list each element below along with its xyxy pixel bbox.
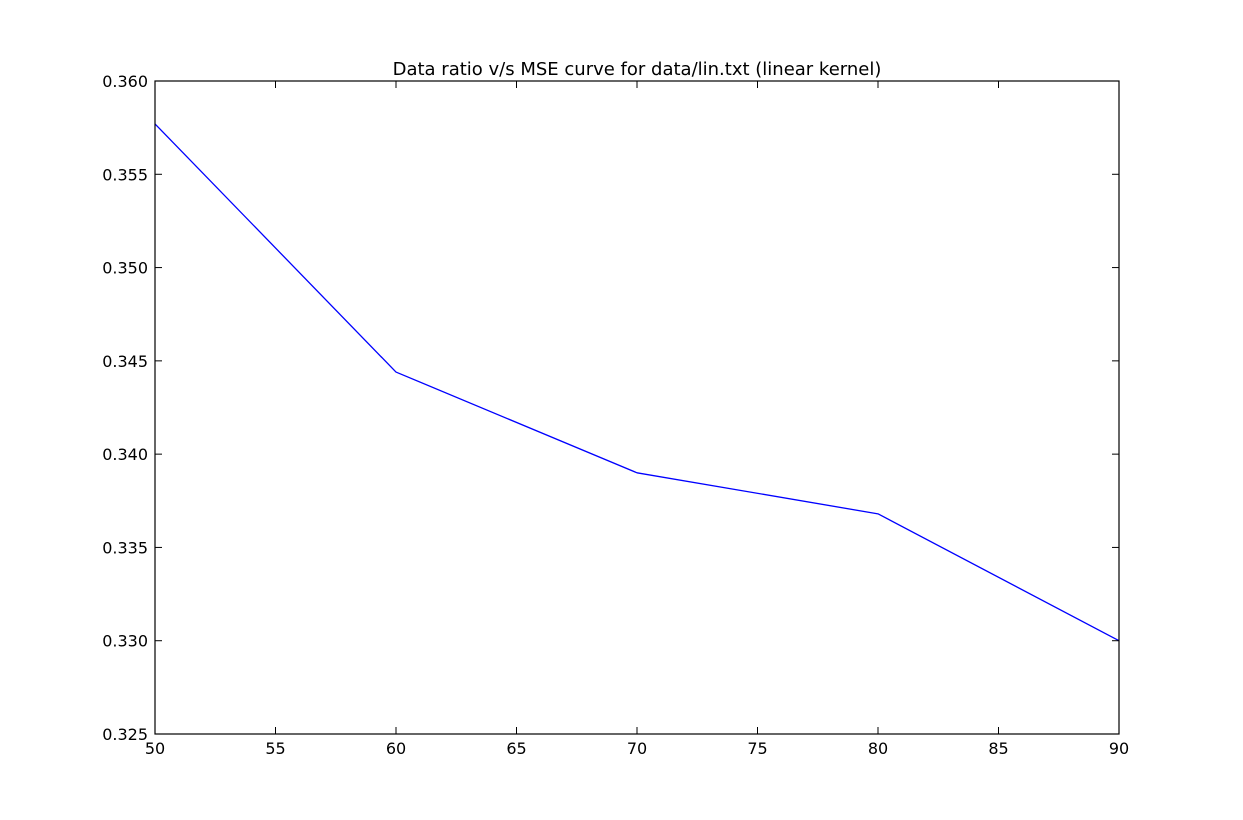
ticks-layer <box>154 80 1120 735</box>
plot-frame <box>154 80 1120 735</box>
x-tick-label: 50 <box>145 739 165 758</box>
y-tick-labels: 0.325 0.330 0.335 0.340 0.345 0.350 0.355 0.360 <box>102 72 148 744</box>
y-tick-label: 0.325 <box>102 725 148 744</box>
x-tick-label: 85 <box>988 739 1008 758</box>
y-tick-label: 0.330 <box>102 632 148 651</box>
y-tick-label: 0.360 <box>102 72 148 91</box>
y-tick-label: 0.350 <box>102 259 148 278</box>
x-tick-label: 75 <box>747 739 767 758</box>
y-tick-label: 0.355 <box>102 165 148 184</box>
y-tick-label: 0.345 <box>102 352 148 371</box>
x-tick-label: 55 <box>265 739 285 758</box>
series-line-0 <box>154 123 1120 642</box>
chart-title: Data ratio v/s MSE curve for data/lin.tx… <box>393 59 882 80</box>
x-tick-label: 80 <box>868 739 888 758</box>
x-tick-labels: 50 55 60 65 70 75 80 85 90 <box>145 739 1129 758</box>
y-tick-label: 0.340 <box>102 445 148 464</box>
x-tick-label: 90 <box>1109 739 1129 758</box>
y-tick-label: 0.335 <box>102 538 148 557</box>
x-tick-label: 65 <box>506 739 526 758</box>
series-layer <box>154 123 1120 642</box>
x-tick-label: 70 <box>627 739 647 758</box>
x-tick-label: 60 <box>386 739 406 758</box>
